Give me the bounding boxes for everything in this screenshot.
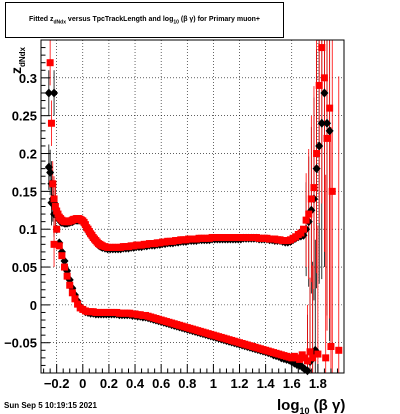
title-prefix-sub: dNdx — [53, 19, 66, 26]
data-point-red — [74, 300, 82, 308]
data-point-black — [317, 118, 326, 128]
title-middle-sub: 10 — [173, 19, 179, 26]
x-tick-label: 1 — [210, 376, 217, 391]
x-tick-label: 1.4 — [257, 376, 276, 391]
x-axis-title-tail: (β γ) — [310, 397, 346, 414]
y-axis-title: zdNdx — [8, 46, 27, 74]
data-point-red — [53, 225, 61, 233]
data-point-red — [51, 203, 59, 210]
x-axis-title-main: log — [277, 397, 300, 414]
y-tick-label: −0.05 — [4, 336, 37, 351]
grid — [41, 40, 344, 373]
x-axis-title: log10 (β γ) — [277, 397, 345, 414]
data-point-red — [47, 119, 55, 127]
x-tick-label: 0.4 — [126, 376, 145, 391]
data-point-black — [320, 88, 329, 98]
data-point-red — [46, 59, 54, 67]
data-point-red — [66, 281, 74, 289]
title-middle: versus TpcTrackLength and log — [65, 16, 174, 23]
x-tick-label: 1.2 — [230, 376, 248, 391]
data-point-red — [306, 348, 314, 356]
chart-title: Fitted zdNdx versus TpcTrackLength and l… — [5, 2, 284, 38]
x-tick-label: 1.8 — [309, 376, 327, 391]
x-axis-title-sub: 10 — [300, 406, 310, 414]
data-point-red — [50, 195, 58, 203]
y-tick-label: 0.2 — [19, 147, 37, 162]
data-point-red — [63, 272, 71, 280]
y-axis-title-main: z — [8, 67, 24, 74]
data-point-red — [71, 295, 79, 303]
data-point-black — [325, 126, 334, 136]
data-point-red — [309, 354, 317, 362]
x-tick-label: 0.8 — [178, 376, 196, 391]
data-point-red — [303, 357, 311, 365]
axis-ticks: −0.2 0 0.2 0.4 0.6 0.8 1 1.2 1.4 1.6 1.8 −0.05 0 0.05… — [4, 47, 338, 391]
data-point-red — [296, 355, 304, 363]
data-point-red — [310, 184, 318, 192]
data-point-red — [335, 346, 343, 354]
y-tick-label: 0.15 — [12, 184, 37, 199]
data-point-red — [49, 180, 57, 188]
data-point-red — [50, 240, 58, 248]
data-point-black — [315, 141, 324, 151]
data-point-red — [61, 263, 69, 271]
y-tick-label: 0.3 — [19, 71, 37, 86]
x-tick-label: 0.6 — [152, 376, 170, 391]
title-suffix: (β γ) for Primary muon+ — [180, 16, 261, 23]
data-point-red — [297, 229, 305, 237]
data-point-red — [55, 242, 63, 250]
data-point-red — [58, 252, 66, 260]
y-axis-title-sub: dNdx — [18, 46, 27, 67]
data-point-red — [320, 74, 328, 82]
error-bars — [48, 40, 340, 373]
series-red — [46, 44, 343, 365]
x-tick-label: 0 — [79, 376, 86, 391]
plot-frame — [40, 39, 345, 374]
data-point-red — [318, 44, 326, 52]
data-point-red — [328, 187, 336, 195]
data-point-red — [327, 343, 335, 351]
data-point-red — [314, 350, 322, 358]
data-point-red — [68, 289, 76, 297]
y-tick-label: 0.1 — [19, 222, 37, 237]
y-tick-label: 0.05 — [12, 260, 37, 275]
data-point-red — [307, 195, 315, 203]
data-point-red — [315, 81, 323, 89]
data-point-black — [323, 118, 332, 128]
y-tick-label: 0 — [30, 298, 37, 313]
data-point-black — [312, 164, 321, 174]
data-point-red — [322, 354, 330, 362]
title-prefix: Fitted z — [28, 16, 54, 23]
x-tick-label: −0.2 — [44, 376, 70, 391]
timestamp: Sun Sep 5 10:19:15 2021 — [4, 401, 97, 410]
data-point-red — [323, 134, 331, 142]
data-point-black — [46, 167, 55, 177]
x-tick-label: 1.6 — [283, 376, 301, 391]
data-point-red — [305, 210, 313, 218]
data-point-red — [313, 150, 321, 158]
data-point-red — [300, 225, 308, 233]
y-tick-label: 0.25 — [12, 109, 37, 124]
data-point-red — [302, 216, 310, 224]
data-point-black — [50, 88, 59, 98]
data-point-black — [44, 88, 53, 98]
data-point-red — [326, 104, 334, 112]
x-tick-label: 0.2 — [100, 376, 118, 391]
